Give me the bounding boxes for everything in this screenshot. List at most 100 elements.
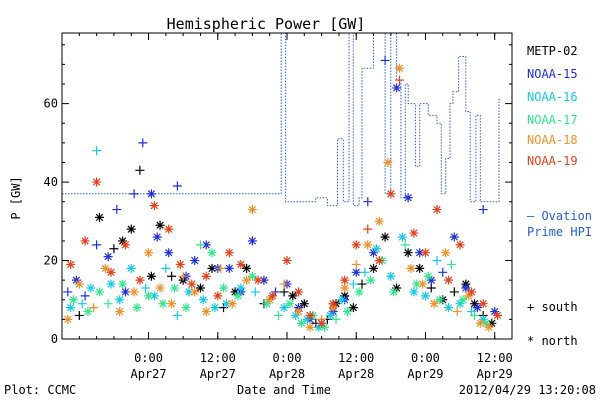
north-point [369, 263, 379, 273]
north-point [247, 236, 257, 246]
north-point [198, 295, 208, 305]
plot-frame [61, 32, 513, 340]
north-point [224, 263, 234, 273]
x-tick-date-label: Apr29 [477, 367, 513, 381]
north-point [282, 256, 292, 266]
north-point [106, 279, 116, 289]
north-point [472, 303, 482, 313]
ovation-prime-layer [62, 32, 502, 207]
north-point [478, 314, 488, 324]
north-point [423, 271, 433, 281]
north-point [207, 248, 217, 258]
legend-entry: NOAA-15 [527, 67, 578, 81]
y-axis-label: P [GW] [9, 176, 23, 219]
north-point [268, 291, 278, 301]
north-point [403, 193, 413, 203]
north-point [392, 283, 402, 293]
north-point [328, 299, 338, 309]
north-point [351, 267, 361, 277]
north-point [395, 63, 404, 73]
south-point [357, 279, 367, 289]
north-point [92, 177, 102, 187]
north-point [236, 259, 246, 269]
south-point [446, 259, 456, 269]
north-point [487, 318, 497, 328]
north-point [314, 322, 324, 332]
south-point [172, 310, 182, 320]
north-point [478, 299, 488, 309]
north-point [369, 248, 379, 258]
north-point [230, 287, 240, 297]
x-tick-label: 0:00 [273, 351, 302, 365]
north-point [213, 291, 223, 301]
south-point [250, 287, 260, 297]
y-ticks: 0 20 40 60 [44, 44, 512, 346]
x-tick-date-label: Apr27 [200, 367, 236, 381]
south-point [279, 279, 289, 289]
north-point [152, 232, 162, 242]
north-point [71, 275, 81, 285]
legend-entry: NOAA-19 [527, 154, 578, 168]
north-point [195, 283, 205, 293]
north-point [86, 283, 96, 293]
north-point [164, 224, 174, 234]
north-point [129, 287, 139, 297]
north-point [340, 283, 350, 293]
y-tick-label: 60 [44, 97, 58, 111]
south-point [178, 271, 188, 281]
north-point [126, 224, 136, 234]
north-point [481, 318, 491, 328]
north-point [409, 287, 419, 297]
south-point [141, 283, 151, 293]
north-point [115, 295, 125, 305]
north-point [221, 299, 231, 309]
north-point [305, 322, 315, 332]
north-point [233, 291, 243, 301]
south-point [432, 256, 442, 266]
north-point [69, 295, 79, 305]
north-point [66, 259, 76, 269]
north-point [120, 287, 130, 297]
x-tick-label: 12:00 [477, 351, 513, 365]
north-point [155, 283, 165, 293]
north-point [403, 248, 413, 258]
north-point [455, 240, 465, 250]
north-point [380, 232, 390, 242]
north-point [409, 228, 419, 238]
north-point [444, 275, 454, 285]
plot-timestamp: 2012/04/29 13:20:08 [459, 383, 596, 397]
north-point [288, 291, 298, 301]
north-point [415, 263, 425, 273]
north-point [337, 295, 347, 305]
south-point [63, 287, 73, 297]
north-point [363, 240, 373, 250]
south-point [478, 205, 488, 215]
north-point [371, 244, 381, 254]
north-point [299, 299, 309, 309]
legend-north: * north [527, 334, 578, 348]
south-point [216, 263, 226, 273]
north-point [155, 220, 165, 230]
north-point [343, 307, 353, 317]
ovation-prime-line [62, 32, 502, 207]
north-point [126, 263, 136, 273]
legend-ovation: – Ovation [527, 209, 592, 223]
north-point [187, 279, 197, 289]
north-point [397, 232, 407, 242]
north-point [247, 205, 257, 215]
y-tick-label: 40 [44, 175, 58, 189]
north-point [458, 295, 468, 305]
south-point [395, 75, 404, 85]
north-point [164, 248, 174, 258]
data-points-layer [63, 55, 503, 332]
north-point [132, 303, 142, 313]
north-point [389, 287, 399, 297]
north-point [144, 291, 154, 301]
north-point [265, 295, 275, 305]
north-point [348, 303, 358, 313]
north-point [320, 322, 329, 332]
south-point [77, 299, 87, 309]
south-point [449, 287, 459, 297]
south-point [89, 303, 99, 313]
